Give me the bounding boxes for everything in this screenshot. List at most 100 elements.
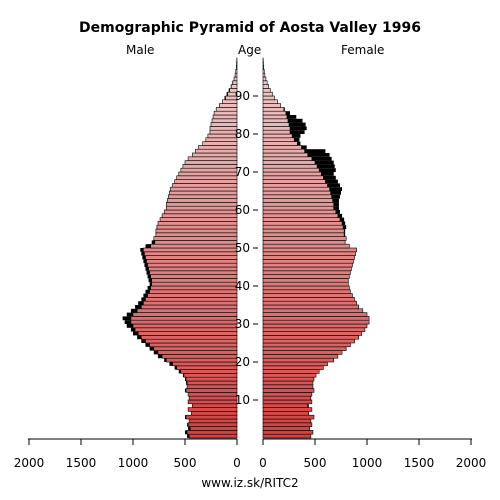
- age-tick-label: 60: [235, 203, 250, 217]
- male-surplus-bar: [157, 354, 163, 359]
- female-bar: [262, 145, 302, 150]
- male-bar: [149, 270, 238, 275]
- male-surplus-bar: [153, 350, 158, 355]
- male-bar: [191, 152, 238, 158]
- male-surplus-bar: [188, 426, 191, 431]
- female-bar: [262, 395, 312, 401]
- female-bar: [262, 84, 270, 89]
- male-bar: [143, 300, 238, 306]
- male-x-tick-label: 0: [233, 456, 241, 470]
- female-bar: [262, 289, 351, 294]
- male-bar: [145, 255, 238, 260]
- female-bar: [262, 338, 355, 344]
- male-bar: [187, 392, 238, 397]
- female-surplus-bar: [343, 225, 347, 229]
- male-surplus-bar: [164, 358, 167, 362]
- female-bar: [262, 312, 368, 317]
- male-bar: [155, 228, 238, 234]
- male-bar: [146, 259, 238, 264]
- female-x-tick-label: 1000: [352, 456, 383, 470]
- female-bar: [262, 137, 295, 142]
- male-bar: [180, 167, 238, 173]
- female-bar: [262, 183, 328, 188]
- female-bar: [262, 91, 273, 97]
- male-bar: [185, 414, 238, 420]
- female-bar: [262, 270, 351, 275]
- male-surplus-bar: [148, 278, 152, 283]
- male-bar: [151, 281, 238, 287]
- male-bar: [202, 141, 238, 146]
- female-surplus-bar: [283, 107, 285, 112]
- male-bar: [185, 388, 238, 393]
- male-surplus-bar: [144, 263, 148, 267]
- female-bar: [262, 392, 313, 397]
- female-surplus-bar: [344, 229, 346, 233]
- female-bar: [262, 194, 332, 199]
- female-bar: [262, 236, 347, 241]
- female-bar: [262, 167, 320, 173]
- female-surplus-bar: [339, 217, 345, 222]
- female-bar: [262, 224, 344, 230]
- male-bar: [186, 380, 238, 386]
- male-bar: [212, 114, 238, 120]
- male-bar: [187, 422, 238, 427]
- female-bar: [262, 388, 315, 393]
- male-surplus-bar: [141, 339, 146, 343]
- age-tick-label: 50: [235, 241, 250, 255]
- female-bar: [262, 403, 309, 408]
- male-surplus-bar: [178, 369, 181, 374]
- male-surplus-bar: [135, 305, 142, 309]
- female-bar: [262, 205, 335, 211]
- male-bar: [151, 278, 238, 283]
- female-bar: [262, 118, 289, 123]
- male-bar: [187, 399, 238, 405]
- male-bar: [165, 205, 238, 211]
- male-bar: [165, 202, 238, 207]
- male-bar: [132, 312, 238, 317]
- female-bar: [262, 133, 293, 139]
- female-surplus-bar: [311, 156, 332, 161]
- male-bar: [161, 213, 238, 218]
- male-bar: [159, 217, 238, 222]
- male-bar: [150, 285, 238, 291]
- female-bar: [262, 99, 278, 104]
- female-bar: [262, 156, 313, 161]
- female-bar: [262, 240, 346, 245]
- male-bar: [186, 430, 238, 435]
- male-bar: [157, 350, 238, 355]
- female-bar: [262, 95, 275, 101]
- female-bar: [262, 327, 366, 332]
- female-bar: [262, 262, 353, 268]
- female-bar: [262, 380, 314, 386]
- female-bar: [262, 285, 350, 291]
- male-surplus-bar: [141, 297, 146, 302]
- female-bar: [262, 342, 351, 348]
- male-bar: [136, 308, 238, 313]
- male-bar: [210, 122, 238, 127]
- female-surplus-bar: [344, 232, 346, 237]
- female-x-tick-label: 0: [259, 456, 267, 470]
- male-surplus-bar: [143, 259, 147, 264]
- male-bar: [150, 274, 238, 279]
- x-tick-labels-group: 2000 2000 1500 1500 1000 1000 500 500 0 0: [14, 456, 487, 470]
- male-surplus-bar: [130, 308, 138, 313]
- male-surplus-bar: [147, 286, 151, 290]
- female-bar: [262, 354, 339, 359]
- male-surplus-bar: [174, 365, 177, 370]
- female-bar: [262, 430, 314, 435]
- male-x-tick-label: 500: [174, 456, 197, 470]
- male-bar: [145, 338, 238, 344]
- male-surplus-bar: [140, 248, 144, 252]
- male-bar: [184, 160, 238, 165]
- female-surplus-bar: [304, 149, 326, 153]
- male-bar: [182, 164, 238, 169]
- male-bar: [235, 69, 238, 74]
- female-bar: [262, 259, 354, 264]
- age-axis-label: Age: [238, 43, 262, 57]
- female-bar: [262, 171, 322, 177]
- female-bar: [262, 266, 352, 272]
- male-surplus-bar: [224, 96, 226, 100]
- male-bar: [141, 335, 238, 340]
- male-bar: [209, 126, 238, 131]
